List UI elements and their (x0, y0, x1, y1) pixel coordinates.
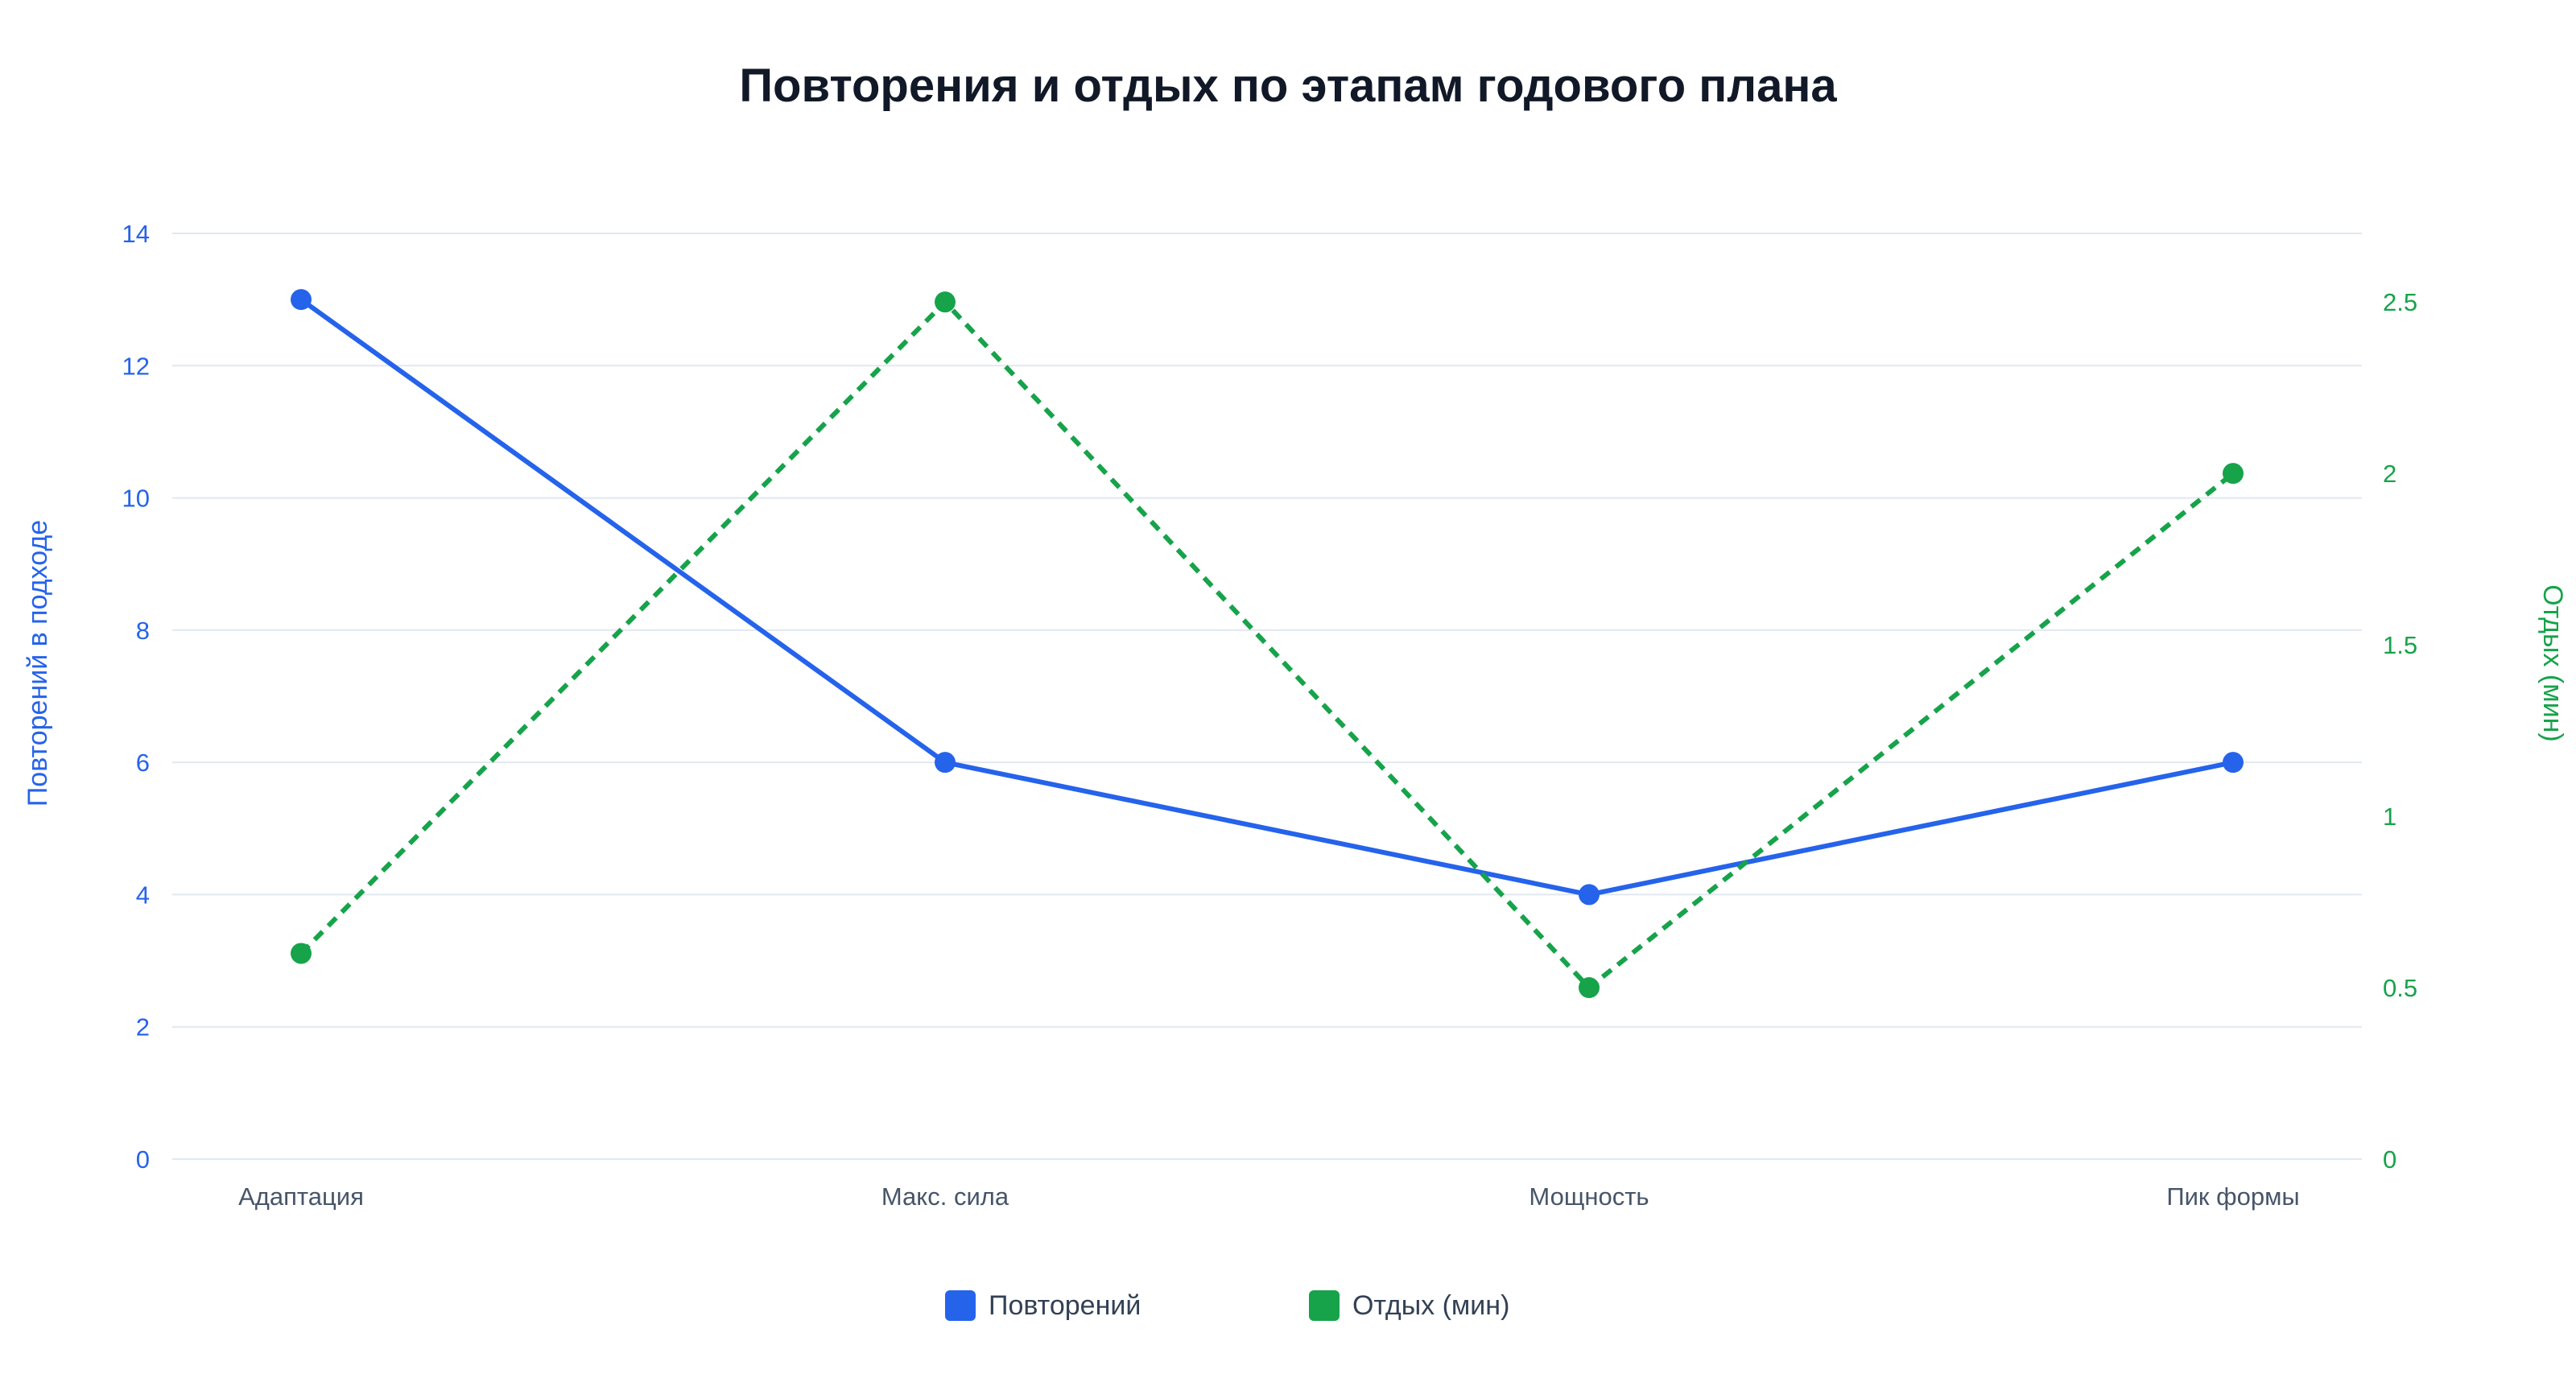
legend-swatch (1309, 1290, 1340, 1321)
left-tick-label: 4 (136, 881, 150, 909)
chart-title: Повторения и отдых по этапам годового пл… (739, 60, 1837, 112)
right-tick-label: 0 (2383, 1145, 2396, 1174)
right-axis-ticks: 0 0.5 1 1.5 2 2.5 (2383, 288, 2417, 1174)
data-point[interactable] (291, 943, 312, 964)
data-point[interactable] (935, 291, 956, 313)
left-axis-ticks: 0 2 4 6 8 10 12 14 (122, 220, 150, 1174)
left-tick-label: 12 (122, 352, 150, 380)
data-point[interactable] (935, 752, 956, 774)
x-tick-label: Макс. сила (881, 1182, 1009, 1211)
left-tick-label: 2 (136, 1013, 150, 1042)
data-point[interactable] (291, 289, 312, 311)
series-layer (291, 289, 2244, 999)
series-1 (291, 289, 2244, 906)
series-line (299, 297, 2235, 897)
data-point[interactable] (1579, 977, 1600, 999)
left-tick-label: 6 (136, 749, 150, 777)
x-tick-label: Пик формы (2166, 1182, 2299, 1211)
legend-item[interactable]: Повторений (945, 1290, 1141, 1321)
legend-swatch (945, 1290, 976, 1321)
grid-lines (172, 233, 2362, 1160)
legend-label: Отдых (мин) (1352, 1290, 1509, 1321)
data-point[interactable] (2223, 463, 2244, 485)
right-tick-label: 2 (2383, 460, 2396, 488)
left-tick-label: 8 (136, 617, 150, 645)
left-tick-label: 10 (122, 485, 150, 513)
right-tick-label: 1.5 (2383, 631, 2417, 659)
data-point[interactable] (2223, 752, 2244, 774)
right-axis-label: Отдых (мин) (2537, 584, 2568, 741)
legend-item[interactable]: Отдых (мин) (1309, 1290, 1509, 1321)
data-point[interactable] (1579, 884, 1600, 906)
right-tick-label: 1 (2383, 803, 2396, 831)
left-tick-label: 14 (122, 220, 150, 248)
legend-label: Повторений (989, 1290, 1141, 1321)
series-2 (291, 291, 2244, 999)
left-tick-label: 0 (136, 1145, 150, 1174)
legend: Повторений Отдых (мин) (945, 1290, 1509, 1321)
left-axis-label: Повторений в подходе (23, 520, 53, 807)
right-tick-label: 0.5 (2383, 974, 2417, 1002)
x-tick-label: Мощность (1529, 1182, 1649, 1211)
x-tick-label: Адаптация (238, 1182, 364, 1211)
series-line (299, 299, 2235, 991)
right-tick-label: 2.5 (2383, 288, 2417, 316)
x-axis-ticks: Адаптация Макс. сила Мощность Пик формы (238, 1182, 2300, 1211)
